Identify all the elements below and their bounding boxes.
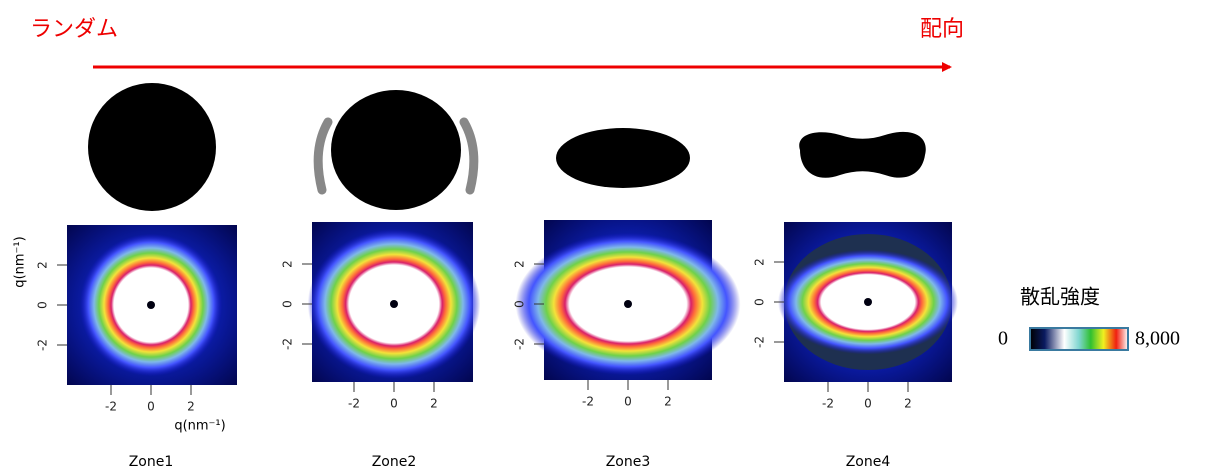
x-tick-label: 2 [664,395,672,409]
header-left: ランダム [30,17,118,42]
y-tick-label: 0 [281,300,295,308]
zone-label: Zone4 [846,454,891,470]
y-tick-label: -2 [513,338,527,350]
zone-label: Zone1 [129,454,174,470]
y-tick-label: 2 [281,260,295,268]
x-axis-title: q(nm⁻¹) [174,419,225,434]
colorbar-title: 散乱強度 [1020,285,1100,309]
colorbar [1030,328,1128,350]
x-tick-label: 2 [187,400,195,414]
colorbar-min: 0 [998,328,1008,350]
zone-label: Zone2 [372,454,417,470]
y-tick-label: 2 [753,258,767,266]
x-tick-label: -2 [582,395,594,409]
header-right: 配向 [920,17,964,42]
x-tick-label: 0 [624,395,632,409]
x-tick-label: 0 [147,400,155,414]
figure: ランダム 配向 散乱強度 0 8,000 -2 0 2 2 0 -2 Zone1 -2 0 2 2 0… [0,0,1218,472]
x-tick-label: -2 [822,397,834,411]
x-tick-label: -2 [348,397,360,411]
y-tick-label: 0 [753,298,767,306]
x-tick-label: 2 [430,397,438,411]
y-tick-label: 0 [513,300,527,308]
shape [331,90,461,210]
x-tick-label: -2 [105,400,117,414]
beam-center [390,300,398,308]
shape-arc [464,122,474,190]
beam-center [864,298,872,306]
shape [556,128,690,188]
beam-center [147,301,155,309]
x-tick-label: 2 [904,397,912,411]
y-axis-title: q(nm⁻¹) [13,236,28,287]
beam-center [624,300,632,308]
x-tick-label: 0 [864,397,872,411]
y-tick-label: 2 [36,261,50,269]
y-tick-label: -2 [281,338,295,350]
y-tick-label: -2 [753,336,767,348]
colorbar-max: 8,000 [1135,328,1180,350]
x-tick-label: 0 [390,397,398,411]
shape [88,83,216,211]
y-tick-label: 2 [513,260,527,268]
y-tick-label: 0 [36,301,50,309]
y-tick-label: -2 [36,339,50,351]
shape [799,132,926,178]
zone-label: Zone3 [606,454,651,470]
shape-arc [318,122,328,190]
